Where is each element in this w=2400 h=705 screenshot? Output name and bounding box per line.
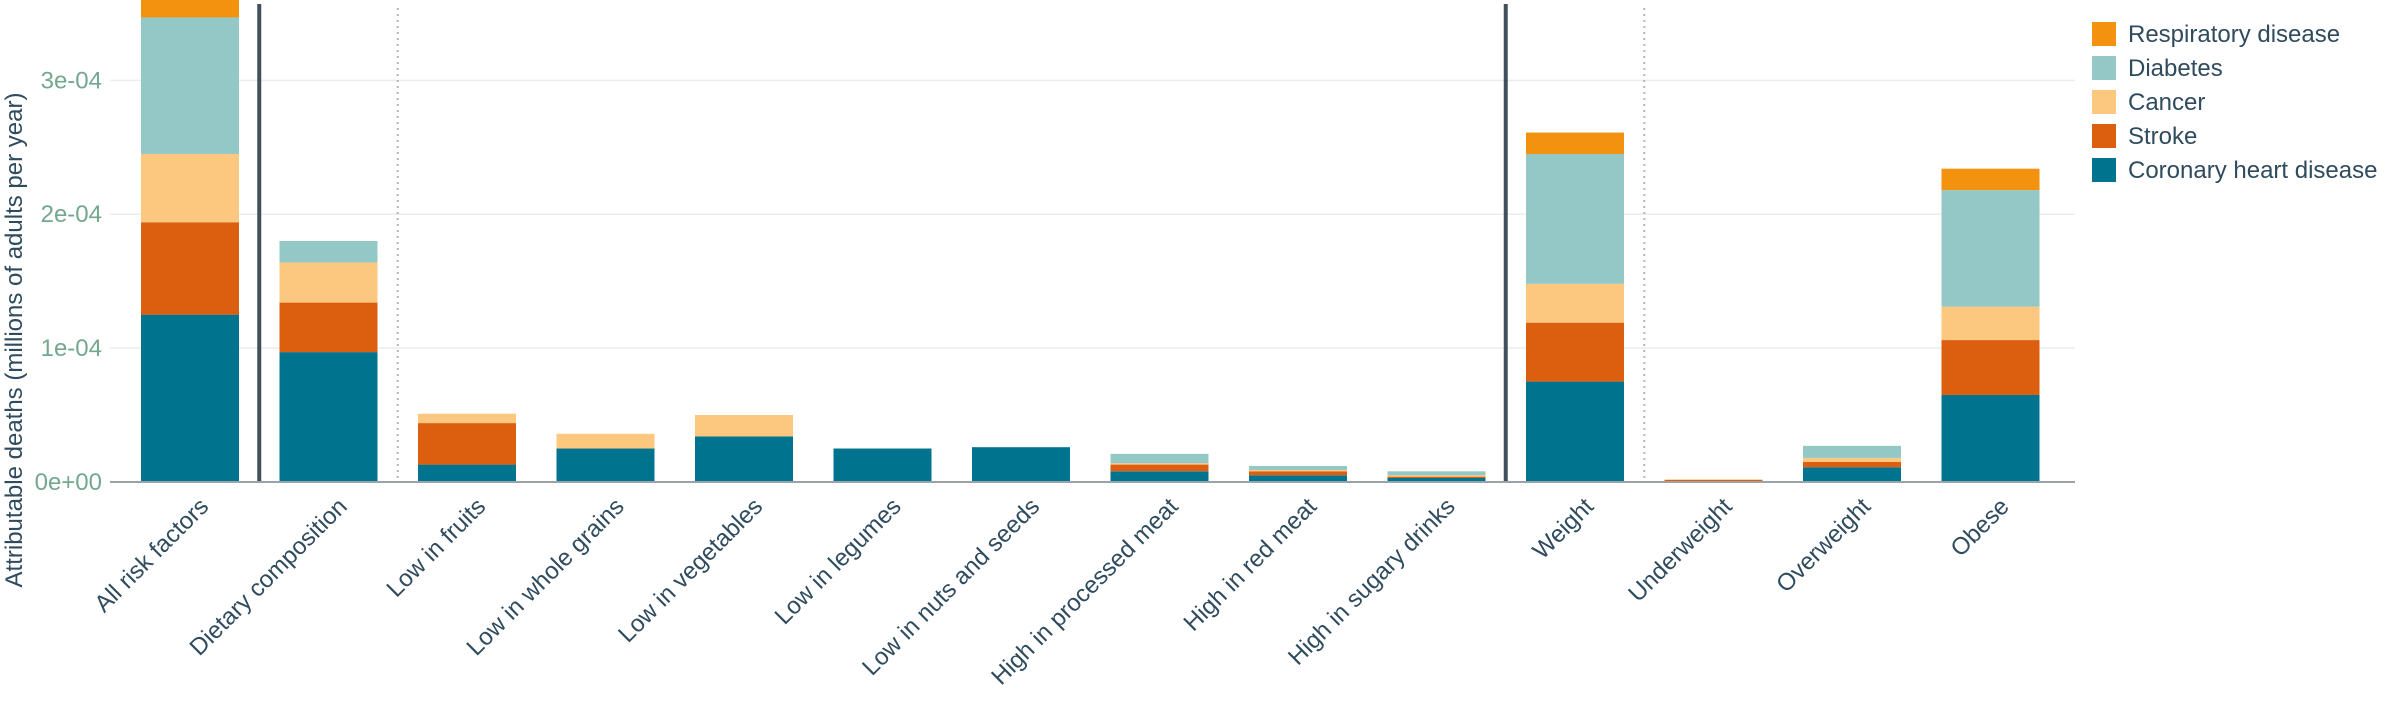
bar-overweight-coronary-heart-disease <box>1803 467 1901 482</box>
x-tick-label-low-in-fruits: Low in fruits <box>381 493 491 603</box>
bar-weight-diabetes <box>1526 153 1624 284</box>
bar-dietary-composition-coronary-heart-disease <box>279 352 378 482</box>
bar-obese-stroke <box>1941 340 2040 395</box>
y-axis-title: Attributable deaths (millions of adults … <box>1 93 28 588</box>
legend-label-stroke: Stroke <box>2128 123 2197 150</box>
bar-high-in-sugary-drinks-diabetes <box>1387 471 1486 476</box>
bar-low-in-legumes-coronary-heart-disease <box>833 448 932 482</box>
legend-label-coronary-heart-disease: Coronary heart disease <box>2128 157 2377 184</box>
bar-obese-diabetes <box>1941 190 2040 307</box>
bar-all-risk-factors-stroke <box>141 222 239 315</box>
bar-low-in-vegetables-cancer <box>695 415 793 437</box>
y-tick-label: 1e-04 <box>41 335 102 362</box>
bar-high-in-processed-meat-stroke <box>1110 464 1209 472</box>
legend-swatch-respiratory-disease <box>2092 22 2116 46</box>
x-tick-label-low-in-vegetables: Low in vegetables <box>613 493 768 648</box>
bar-high-in-red-meat-stroke <box>1249 471 1347 476</box>
bar-obese-respiratory-disease <box>1941 168 2040 191</box>
bar-low-in-whole-grains-coronary-heart-disease <box>556 448 655 482</box>
bar-obese-cancer <box>1941 306 2040 341</box>
bar-high-in-processed-meat-diabetes <box>1110 453 1209 464</box>
bar-high-in-red-meat-cancer <box>1249 469 1347 472</box>
bar-overweight-stroke <box>1803 461 1901 468</box>
legend-swatch-coronary-heart-disease <box>2092 158 2116 182</box>
bar-weight-respiratory-disease <box>1526 132 1624 154</box>
bar-overweight-cancer <box>1803 457 1901 462</box>
bars <box>141 0 2040 482</box>
bar-weight-cancer <box>1526 283 1624 323</box>
bar-weight-stroke <box>1526 322 1624 382</box>
x-tick-label-low-in-legumes: Low in legumes <box>770 493 907 630</box>
bar-overweight-diabetes <box>1803 445 1901 458</box>
bar-obese-coronary-heart-disease <box>1941 394 2040 482</box>
gridlines <box>110 79 2075 349</box>
y-tick-labels: 0e+00 1e-04 2e-04 3e-04 <box>35 67 102 496</box>
x-tick-label-all-risk-factors: All risk factors <box>89 493 214 618</box>
legend-label-diabetes: Diabetes <box>2128 55 2223 82</box>
x-tick-label-underweight: Underweight <box>1623 493 1738 608</box>
bar-high-in-processed-meat-coronary-heart-disease <box>1110 471 1209 482</box>
x-tick-label-high-in-red-meat: High in red meat <box>1179 493 1323 637</box>
legend-label-respiratory-disease: Respiratory disease <box>2128 21 2340 48</box>
bar-high-in-red-meat-coronary-heart-disease <box>1249 475 1347 482</box>
bar-high-in-sugary-drinks-cancer <box>1387 475 1486 477</box>
group-separators <box>257 4 1646 482</box>
bar-high-in-processed-meat-cancer <box>1110 463 1209 465</box>
bar-low-in-nuts-and-seeds-coronary-heart-disease <box>972 447 1070 482</box>
x-tick-label-overweight: Overweight <box>1771 493 1876 598</box>
legend-swatch-diabetes <box>2092 56 2116 80</box>
y-tick-label: 0e+00 <box>35 469 102 496</box>
bar-all-risk-factors-diabetes <box>141 17 239 154</box>
bar-all-risk-factors-coronary-heart-disease <box>141 314 239 482</box>
legend: Respiratory disease Diabetes Cancer Stroke C… <box>2092 21 2377 184</box>
x-tick-label-dietary-composition: Dietary composition <box>185 493 353 661</box>
x-tick-label-weight: Weight <box>1528 493 1600 565</box>
bar-high-in-red-meat-diabetes <box>1249 465 1347 470</box>
legend-swatch-stroke <box>2092 124 2116 148</box>
bar-low-in-fruits-cancer <box>418 413 516 424</box>
bar-high-in-sugary-drinks-stroke <box>1387 476 1486 478</box>
bar-low-in-fruits-stroke <box>418 423 516 465</box>
bar-weight-coronary-heart-disease <box>1526 381 1624 482</box>
y-tick-label: 3e-04 <box>41 67 102 94</box>
bar-dietary-composition-cancer <box>279 262 378 303</box>
bar-dietary-composition-stroke <box>279 302 378 353</box>
x-tick-label-obese: Obese <box>1946 493 2015 562</box>
bar-low-in-fruits-coronary-heart-disease <box>418 464 516 482</box>
bar-dietary-composition-diabetes <box>279 241 378 263</box>
bar-underweight-cancer <box>1664 479 1763 480</box>
bar-low-in-whole-grains-cancer <box>556 433 655 449</box>
bar-low-in-vegetables-coronary-heart-disease <box>695 436 793 482</box>
bar-all-risk-factors-respiratory-disease <box>141 0 239 18</box>
legend-swatch-cancer <box>2092 90 2116 114</box>
x-tick-label-low-in-whole-grains: Low in whole grains <box>461 493 629 661</box>
y-tick-label: 2e-04 <box>41 201 102 228</box>
legend-label-cancer: Cancer <box>2128 89 2205 116</box>
bar-all-risk-factors-cancer <box>141 153 239 223</box>
bar-high-in-sugary-drinks-coronary-heart-disease <box>1387 477 1486 482</box>
bar-underweight-stroke <box>1664 479 1763 482</box>
